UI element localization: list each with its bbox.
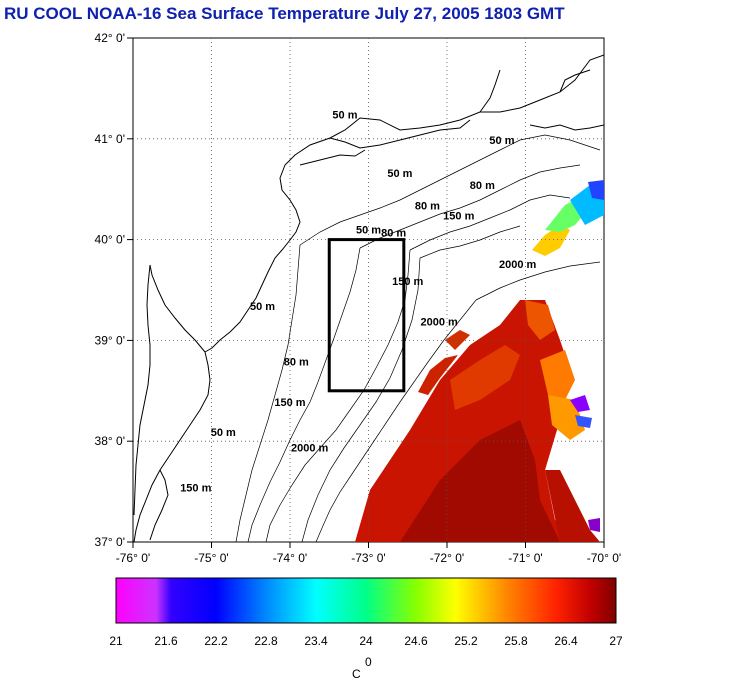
colorbar — [115, 577, 617, 624]
colorbar-unit-label: C — [352, 667, 361, 680]
contour-label: 2000 m — [291, 442, 329, 454]
contour-label: 50 m — [250, 301, 275, 313]
colorbar-unit-superscript: 0 — [365, 655, 372, 669]
contour-label: 50 m — [332, 110, 357, 122]
contour-label: 150 m — [180, 483, 211, 495]
lat-tick-label: 41° 0' — [95, 132, 125, 146]
lon-tick-label: -72° 0' — [430, 551, 464, 565]
contour-labels: 50 m50 m50 m50 m50 m50 m80 m80 m80 m80 m… — [180, 110, 536, 495]
lon-tick-label: -73° 0' — [351, 551, 385, 565]
contour-label: 80 m — [381, 228, 406, 240]
colorbar-tick-label: 23.4 — [304, 634, 328, 648]
contour-label: 2000 m — [499, 259, 537, 271]
colorbar-tick-label: 27 — [609, 634, 623, 648]
colorbar-tick-label: 21.6 — [154, 634, 178, 648]
lat-tick-label: 40° 0' — [95, 233, 125, 247]
colorbar-tick-label: 24.6 — [404, 634, 428, 648]
lon-tick-label: -76° 0' — [116, 551, 150, 565]
colorbar-tick-label: 24 — [359, 634, 373, 648]
sst-data-swath — [355, 180, 604, 542]
contour-label: 80 m — [415, 200, 440, 212]
longitude-axis: -76° 0' -75° 0' -74° 0' -73° 0' -72° 0' -71° … — [116, 542, 621, 565]
colorbar-tick-label: 21 — [109, 634, 123, 648]
colorbar-tick-label: 26.4 — [554, 634, 578, 648]
contour-label: 2000 m — [420, 316, 458, 328]
contour-label: 50 m — [211, 427, 236, 439]
bathymetry-contours — [235, 134, 601, 542]
lat-tick-label: 37° 0' — [95, 535, 125, 549]
contour-label: 150 m — [274, 397, 305, 409]
colorbar-tick-label: 22.2 — [204, 634, 228, 648]
contour-label: 50 m — [387, 168, 412, 180]
contour-label: 80 m — [284, 357, 309, 369]
colorbar-tick-label: 25.8 — [504, 634, 528, 648]
lat-tick-label: 42° 0' — [95, 31, 125, 45]
contour-label: 150 m — [443, 210, 474, 222]
lon-tick-label: -75° 0' — [194, 551, 228, 565]
latitude-axis: 42° 0' 41° 0' 40° 0' 39° 0' 38° 0' 37° 0' — [95, 31, 133, 549]
lon-tick-label: -74° 0' — [273, 551, 307, 565]
map-title: RU COOL NOAA-16 Sea Surface Temperature … — [4, 4, 565, 23]
lat-tick-label: 38° 0' — [95, 434, 125, 448]
study-area-box — [327, 238, 406, 393]
contour-label: 150 m — [392, 276, 423, 288]
contour-label: 50 m — [489, 135, 514, 147]
contour-label: 80 m — [470, 180, 495, 192]
lon-tick-label: -71° 0' — [508, 551, 542, 565]
colorbar-tick-labels: 21 21.6 22.2 22.8 23.4 24 24.6 25.2 25.8 26.4 27 — [109, 634, 623, 648]
colorbar-tick-label: 25.2 — [454, 634, 478, 648]
lat-tick-label: 39° 0' — [95, 333, 125, 347]
lon-tick-label: -70° 0' — [587, 551, 621, 565]
contour-label: 50 m — [356, 225, 381, 237]
colorbar-tick-label: 22.8 — [254, 634, 278, 648]
coastline — [133, 54, 604, 542]
